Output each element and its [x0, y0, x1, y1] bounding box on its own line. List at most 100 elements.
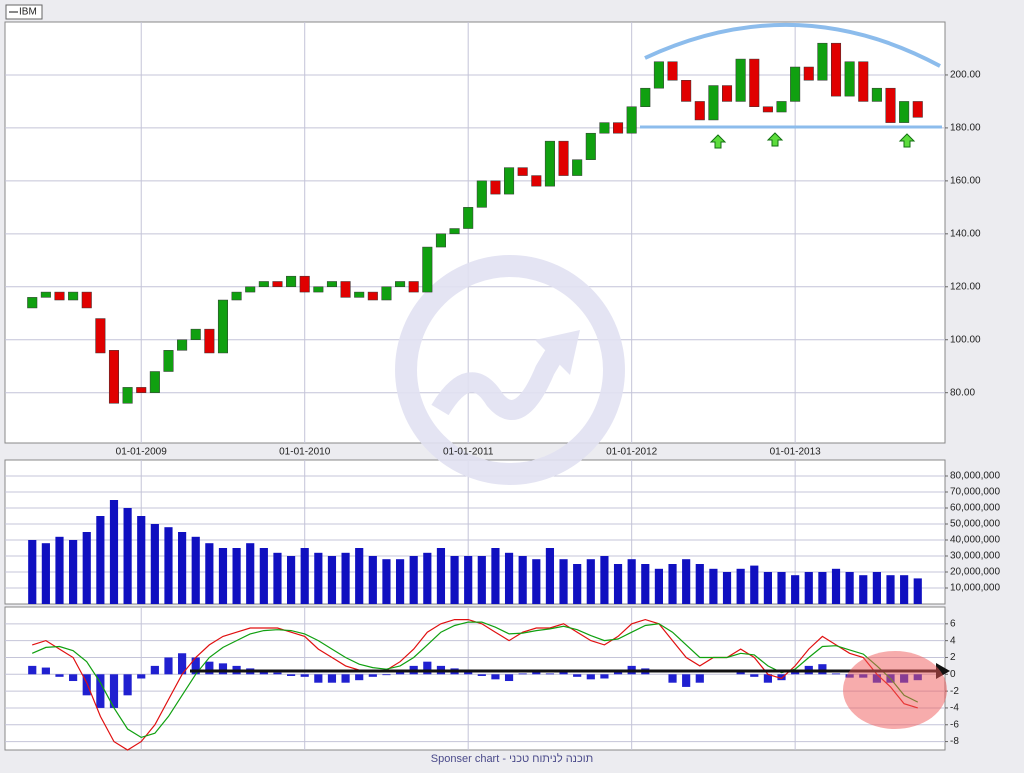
volume-bar — [573, 564, 582, 604]
candle — [231, 291, 242, 301]
volume-bar — [695, 564, 704, 604]
volume-bar — [600, 556, 609, 604]
y-tick-label: 50,000,000 — [950, 519, 1000, 530]
histogram-bar — [464, 671, 473, 675]
volume-bar — [641, 564, 650, 604]
candle — [217, 299, 228, 354]
histogram-bar — [300, 674, 309, 677]
candle — [163, 350, 174, 372]
volume-bar — [28, 540, 37, 604]
x-tick-label: 01-01-2009 — [116, 447, 168, 458]
y-tick-label: 2 — [950, 652, 956, 663]
volume-bar — [327, 556, 337, 604]
volume-panel — [4, 459, 946, 605]
volume-bar — [137, 516, 146, 604]
histogram-bar — [82, 674, 91, 696]
y-tick-label: 40,000,000 — [950, 535, 1000, 546]
candle — [408, 281, 419, 293]
volume-bar — [232, 548, 241, 604]
histogram-bar — [532, 671, 541, 675]
watermark — [395, 255, 625, 485]
y-tick-label: 100.00 — [950, 334, 981, 345]
candle — [830, 42, 842, 97]
y-tick-label: -8 — [950, 736, 959, 747]
volume-bar — [409, 556, 418, 604]
histogram-bar — [750, 674, 759, 677]
y-tick-label: -6 — [950, 719, 959, 730]
histogram-bar — [777, 674, 786, 681]
candle — [40, 291, 51, 298]
histogram-bar — [586, 674, 595, 680]
y-tick-label: 10,000,000 — [950, 583, 1000, 594]
grid — [5, 22, 945, 750]
histogram-bar — [259, 671, 268, 675]
candle — [803, 66, 814, 81]
histogram-bar — [287, 674, 296, 676]
candle — [245, 286, 256, 293]
candle — [899, 101, 910, 123]
watermark-ring — [395, 255, 625, 485]
volume-bar — [300, 548, 309, 604]
y-tick-label: 140.00 — [950, 228, 981, 239]
histogram-bar — [613, 671, 623, 675]
candle — [776, 101, 787, 113]
candle — [204, 328, 215, 354]
candle — [708, 85, 719, 121]
histogram-bar — [191, 657, 200, 675]
histogram-bar — [327, 674, 337, 683]
histogram-bar — [273, 672, 282, 675]
volume-bar — [450, 556, 459, 604]
candle — [463, 207, 474, 229]
rounding-top-arc — [644, 23, 941, 68]
candle — [517, 167, 528, 176]
y-tick-label: 80.00 — [950, 387, 975, 398]
candle — [476, 180, 487, 208]
volume-bar — [818, 572, 827, 604]
volume-bar — [395, 559, 405, 604]
histogram-bar — [763, 674, 772, 683]
candle — [299, 275, 310, 293]
histogram-bar — [545, 673, 555, 675]
histogram-bar — [831, 673, 841, 675]
volume-bar — [913, 578, 922, 604]
candle — [68, 291, 79, 301]
histogram-bar — [123, 674, 132, 696]
candle — [585, 132, 596, 160]
volume-bar — [382, 559, 391, 604]
volume-bar — [55, 536, 64, 604]
candle — [108, 350, 120, 404]
volume-bar — [355, 548, 364, 604]
volume-bar — [436, 548, 446, 604]
volume-bar — [314, 552, 323, 604]
histogram-bar — [695, 674, 704, 683]
histogram-bar — [818, 664, 827, 675]
histogram-bar — [205, 661, 214, 675]
x-tick-label: 01-01-2012 — [606, 447, 658, 458]
histogram-bar — [682, 674, 691, 687]
volume-bar — [859, 575, 868, 604]
candle — [681, 80, 692, 102]
volume-bar — [477, 556, 486, 604]
histogram-bar — [518, 673, 527, 675]
y-tick-label: 60,000,000 — [950, 503, 1000, 514]
histogram-bar — [109, 674, 119, 708]
volume-bar — [559, 559, 568, 604]
volume-bar — [845, 572, 854, 604]
candle — [762, 106, 773, 113]
volume-bar — [709, 568, 718, 604]
volume-bar — [504, 552, 514, 604]
histogram-bar — [423, 661, 432, 675]
candle — [722, 85, 733, 102]
histogram-bar — [382, 674, 391, 676]
volume-bar — [763, 572, 772, 604]
volume-bar — [750, 565, 759, 604]
y-tick-label: 30,000,000 — [950, 551, 1000, 562]
candle — [435, 233, 446, 248]
candle — [504, 167, 515, 195]
volume-bar — [273, 552, 282, 604]
histogram-bar — [355, 674, 364, 681]
arrow-up — [709, 134, 727, 149]
volume-bar — [246, 543, 255, 604]
candle — [449, 228, 460, 235]
candle — [858, 61, 869, 102]
